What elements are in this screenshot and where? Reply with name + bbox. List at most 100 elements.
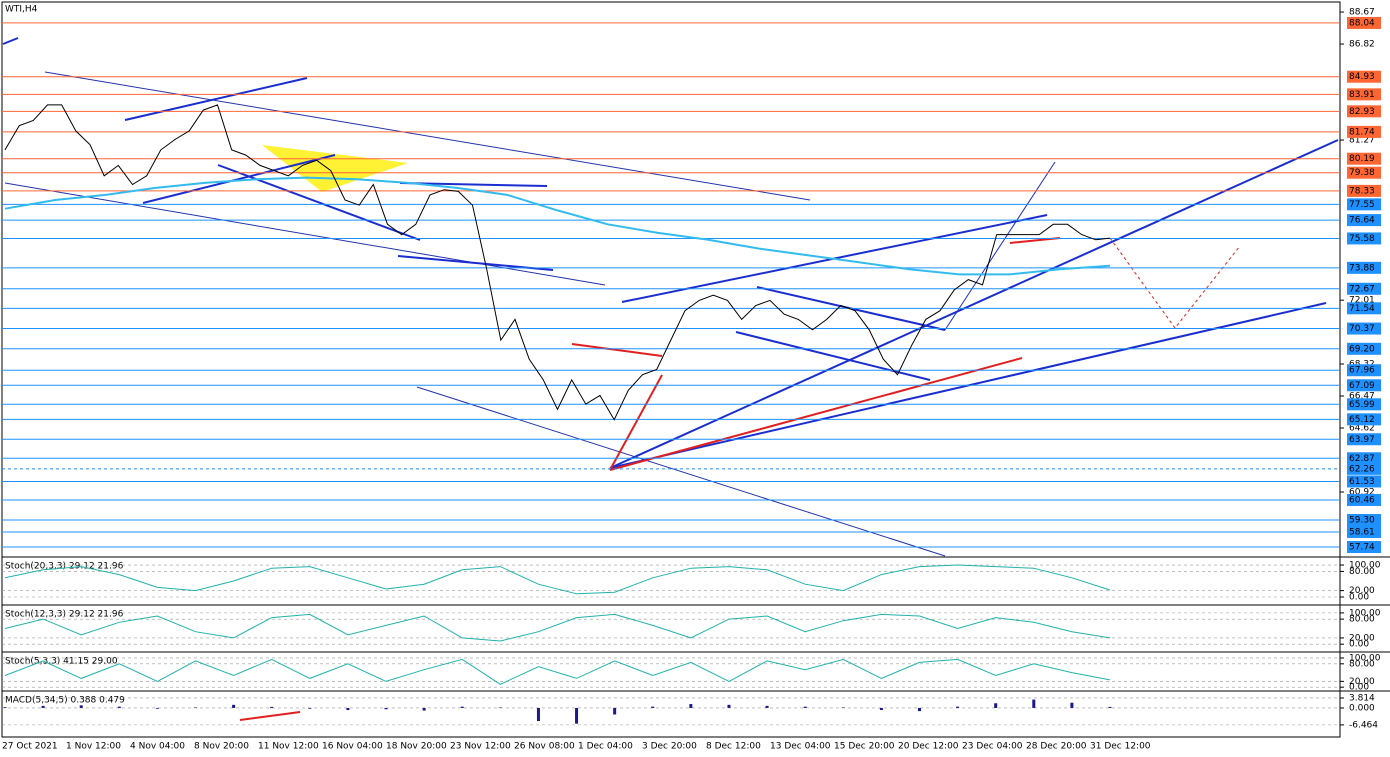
price-level-box <box>1347 462 1381 475</box>
price-level-box <box>1347 198 1381 211</box>
price-level-label: 59.30 <box>1349 516 1375 526</box>
price-level-label: 65.12 <box>1349 415 1375 425</box>
plot-frame <box>1 1 1341 738</box>
price-level-box <box>1347 398 1381 411</box>
price-level-label: 62.26 <box>1349 464 1375 474</box>
price-level-box <box>1347 105 1381 118</box>
price-level-box <box>1347 16 1381 29</box>
price-level-label: 61.53 <box>1349 477 1375 487</box>
y-tick-label: 88.67 <box>1349 8 1375 18</box>
histogram-bar <box>917 707 921 712</box>
histogram-bar <box>613 707 617 715</box>
histogram-bar <box>79 705 83 708</box>
price-level-box <box>1347 88 1381 101</box>
histogram-bar <box>194 707 198 708</box>
price-level-label: 65.99 <box>1349 400 1375 410</box>
y-tick-label: 72.01 <box>1349 296 1375 306</box>
price-level-box <box>1347 302 1381 315</box>
trend-line <box>944 161 1056 331</box>
price-level-label: 83.91 <box>1349 90 1375 100</box>
price-level-label: 82.93 <box>1349 107 1375 117</box>
x-tick-label: 4 Nov 04:00 <box>130 742 185 752</box>
histogram-bar <box>1108 706 1112 708</box>
trend-line <box>399 182 548 187</box>
y-tick-label: 100.00 <box>1349 653 1381 663</box>
x-tick-label: 8 Dec 12:00 <box>706 742 761 752</box>
histogram-bar <box>270 706 274 708</box>
indicator-title: Stoch(5,3,3) 41.15 29.00 <box>5 657 118 667</box>
x-tick-label: 23 Dec 04:00 <box>962 742 1023 752</box>
price-level-label: 79.38 <box>1349 168 1375 178</box>
histogram-bar <box>308 707 312 709</box>
price-level-box <box>1347 433 1381 446</box>
trend-line <box>571 343 663 357</box>
y-tick-label: 100.00 <box>1349 561 1381 571</box>
price-level-label: 81.74 <box>1349 127 1375 137</box>
x-tick-label: 31 Dec 12:00 <box>1090 742 1151 752</box>
price-level-box <box>1347 214 1381 227</box>
price-level-label: 69.20 <box>1349 344 1375 354</box>
x-tick-label: 23 Nov 12:00 <box>450 742 511 752</box>
price-level-label: 60.46 <box>1349 495 1375 505</box>
price-level-box <box>1347 152 1381 165</box>
price-level-label: 67.09 <box>1349 381 1375 391</box>
indicator-title: Stoch(12,3,3) 29.12 21.96 <box>5 610 124 620</box>
y-tick-label: 80.00 <box>1349 659 1375 669</box>
y-tick-label: 64.62 <box>1349 424 1375 434</box>
price-level-box <box>1347 541 1381 554</box>
y-tick-label: 66.47 <box>1349 392 1375 402</box>
x-tick-label: 20 Dec 12:00 <box>898 742 959 752</box>
price-level-label: 77.55 <box>1349 200 1375 210</box>
histogram-bar <box>498 707 502 708</box>
price-line <box>4 104 1111 421</box>
price-level-label: 72.67 <box>1349 284 1375 294</box>
y-tick-label: 3.814 <box>1349 693 1375 703</box>
price-level-box <box>1347 282 1381 295</box>
price-level-label: 80.19 <box>1349 154 1375 164</box>
price-level-box <box>1347 364 1381 377</box>
price-level-box <box>1347 452 1381 465</box>
price-level-box <box>1347 379 1381 392</box>
oscillator-line <box>4 564 1111 595</box>
y-tick-label: 0.000 <box>1349 703 1375 713</box>
price-level-label: 62.87 <box>1349 454 1375 464</box>
price-level-box <box>1347 261 1381 274</box>
y-tick-label: 20.00 <box>1349 586 1375 596</box>
price-level-box <box>1347 232 1381 245</box>
histogram-bar <box>117 706 121 708</box>
histogram-bar <box>232 704 236 708</box>
histogram-bar <box>803 706 807 708</box>
y-tick-label: -6.464 <box>1349 720 1378 730</box>
indicator-title: MACD(5,34,5) 0.388 0.479 <box>5 696 125 706</box>
price-level-label: 73.88 <box>1349 263 1375 273</box>
x-tick-label: 1 Dec 04:00 <box>578 742 633 752</box>
histogram-bar <box>41 705 45 708</box>
price-level-box <box>1347 184 1381 197</box>
trend-line <box>609 357 1023 471</box>
trend-line <box>44 71 811 201</box>
trend-line <box>609 374 663 471</box>
y-tick-label: 0.00 <box>1349 640 1369 650</box>
trend-line <box>735 331 931 381</box>
y-tick-label: 0.00 <box>1349 683 1369 693</box>
price-level-label: 78.33 <box>1349 186 1375 196</box>
oscillator-line <box>4 658 1111 685</box>
histogram-bar <box>765 705 769 708</box>
price-level-box <box>1347 525 1381 538</box>
oscillator-line <box>4 613 1111 642</box>
histogram-bar <box>3 707 7 708</box>
price-level-box <box>1347 493 1381 506</box>
price-level-box <box>1347 514 1381 527</box>
price-level-box <box>1347 125 1381 138</box>
y-tick-label: 20.00 <box>1349 677 1375 687</box>
y-tick-label: 60.92 <box>1349 488 1375 498</box>
price-level-label: 70.37 <box>1349 324 1375 334</box>
price-level-box <box>1347 70 1381 83</box>
price-level-box <box>1347 322 1381 335</box>
price-level-box <box>1347 342 1381 355</box>
trend-line <box>416 386 946 557</box>
histogram-bar <box>956 706 960 708</box>
y-tick-label: 80.00 <box>1349 615 1375 625</box>
y-tick-label: 0.00 <box>1349 593 1369 603</box>
